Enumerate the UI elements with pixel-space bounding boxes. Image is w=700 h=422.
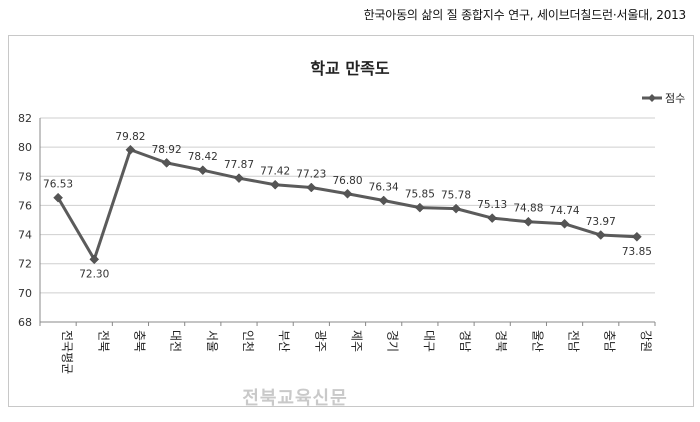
data-point [559,218,570,229]
source-caption: 한국아동의 삶의 질 종합지수 연구, 세이브더칠드런·서울대, 2013 [363,8,687,22]
data-point [234,173,244,184]
legend: 점수 [642,92,685,105]
data-point [342,188,353,199]
data-point [125,144,136,155]
data-point [161,158,172,168]
data-label: 78.42 [188,151,218,163]
data-point [632,231,642,242]
y-tick-label: 74 [18,229,32,242]
x-tick-label: 인천 [241,330,256,352]
data-point [270,179,281,190]
series-layer: 76.53 72.30 79.82 78.92 78.42 77.87 77.42 77.23… [43,131,652,281]
data-label: 74.88 [513,203,543,215]
data-label: 74.74 [550,205,580,217]
y-axis: 68 70 72 74 76 78 80 82 [18,112,41,329]
y-tick-label: 68 [18,316,32,329]
data-label: 75.85 [405,189,435,201]
x-axis: 전국평균 전북 충북 대전 서울 인천 부산 광주 제주 경기 대구 경남 경북 울산 전남 충남 강원 [39,321,656,374]
data-label: 75.13 [477,199,507,211]
data-label: 76.34 [369,181,399,193]
data-label: 73.97 [586,216,616,228]
data-label: 77.87 [224,159,254,171]
legend-marker [648,94,656,102]
chart-panel [8,35,694,407]
data-point [378,195,389,206]
data-point [523,216,534,227]
legend-label: 점수 [665,92,685,105]
data-label: 75.78 [441,190,471,202]
data-point [53,192,63,203]
y-tick-label: 76 [18,199,32,212]
chart-title: 학교 만족도 [310,59,390,78]
x-tick-label: 광주 [313,330,327,352]
data-point [197,165,208,176]
y-tick-label: 72 [18,258,32,271]
data-label: 76.80 [332,175,362,187]
data-point [595,230,606,240]
data-point [451,203,461,214]
x-tick-label: 충북 [132,330,146,352]
data-label: 77.42 [260,166,290,178]
data-label: 78.92 [152,144,182,156]
x-tick-label: 전남 [567,330,581,352]
x-tick-label: 대전 [169,330,183,352]
x-tick-label: 강원 [639,330,653,352]
data-point [487,213,498,223]
x-tick-label: 경북 [494,330,508,352]
x-tick-label: 서울 [205,330,219,352]
y-tick-label: 70 [18,287,32,300]
y-tick-label: 78 [18,170,32,183]
x-tick-label: 제주 [350,330,364,352]
x-tick-label: 경남 [458,330,472,352]
data-point [89,254,100,265]
x-tick-label: 전국평균 [60,330,74,374]
data-label: 79.82 [115,131,145,143]
data-label: 76.53 [43,179,73,191]
data-point [306,182,317,193]
x-tick-label: 울산 [530,330,544,352]
data-point [414,202,425,213]
y-tick-label: 82 [18,112,32,125]
y-tick-label: 80 [18,141,32,154]
x-tick-label: 전북 [96,330,110,352]
x-tick-label: 부산 [277,330,291,352]
watermark: 전북교육신문 [242,388,348,409]
data-label: 73.85 [622,246,652,258]
data-label: 72.30 [79,268,109,280]
x-tick-label: 충남 [603,330,617,352]
x-tick-label: 경기 [386,330,400,352]
x-tick-label: 대구 [422,330,436,352]
data-label: 77.23 [296,169,326,181]
